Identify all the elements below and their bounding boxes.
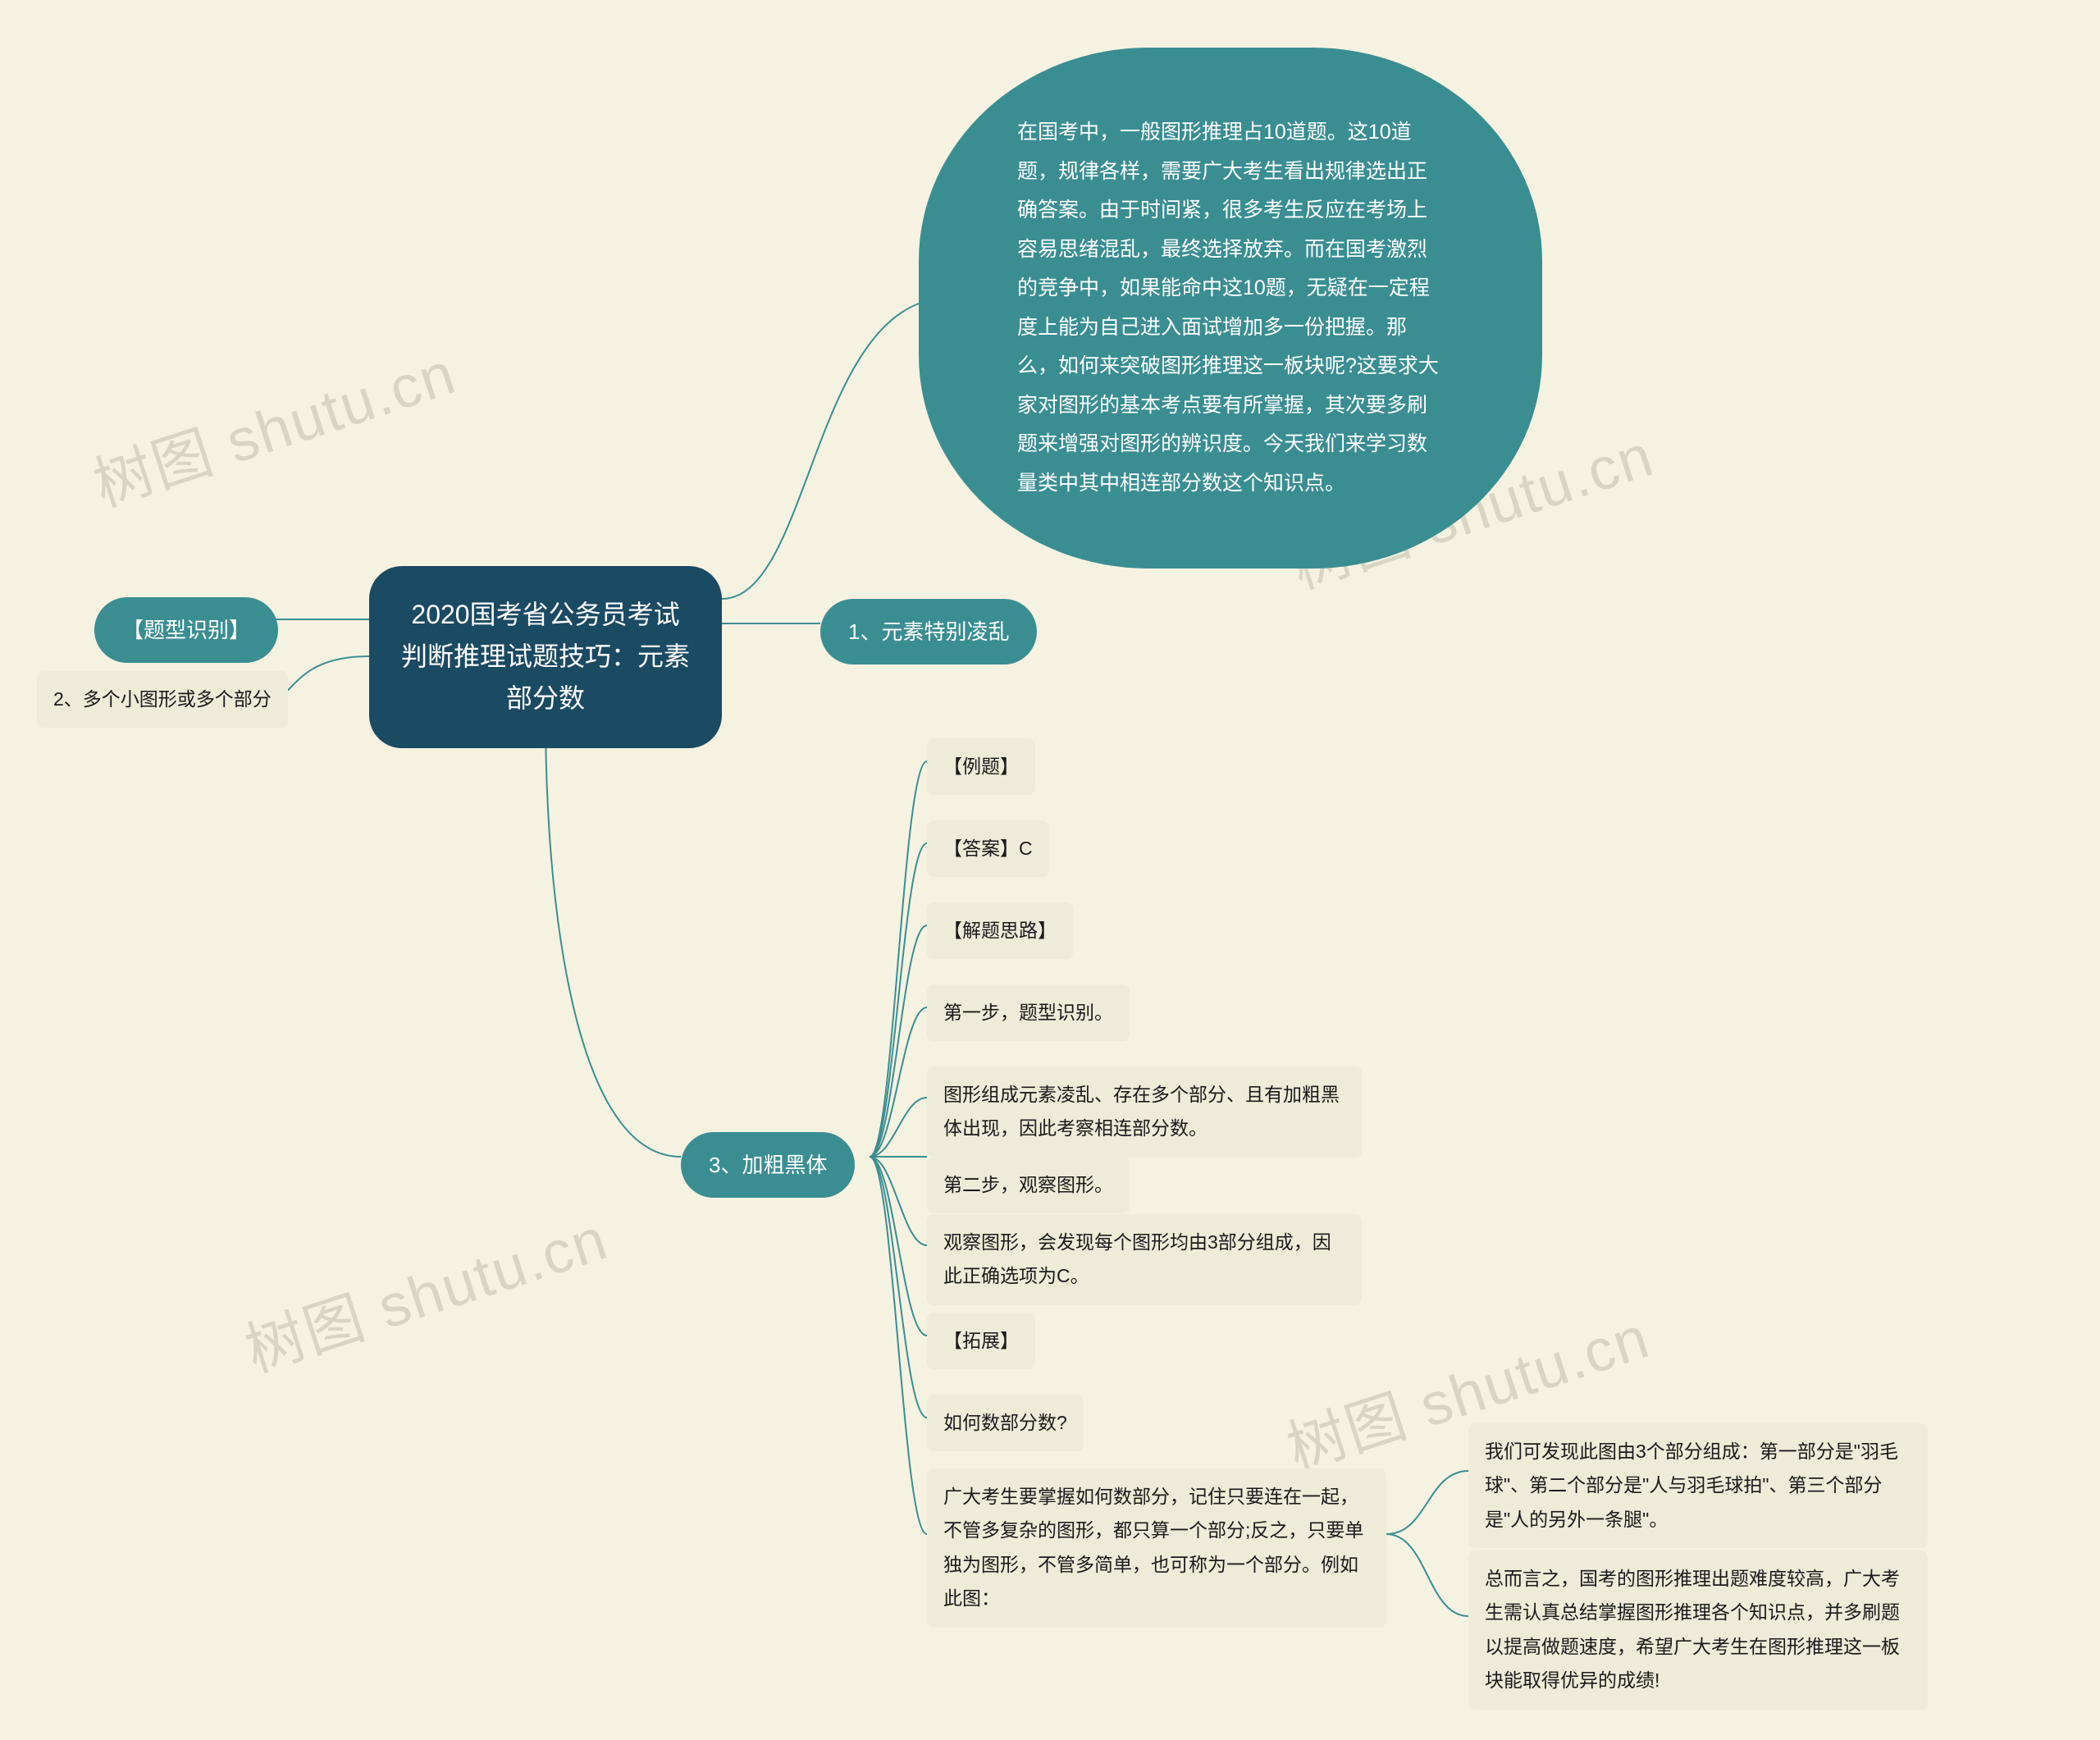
r3-child-expand[interactable]: 【拓展】 xyxy=(927,1313,1035,1369)
r3-child-rule[interactable]: 广大考生要掌握如何数部分，记住只要连在一起，不管多复杂的图形，都只算一个部分;反… xyxy=(927,1468,1386,1628)
r3-child-step1-detail[interactable]: 图形组成元素凌乱、存在多个部分、且有加粗黑体出现，因此考察相连部分数。 xyxy=(927,1066,1362,1158)
right-node-intro-bubble[interactable]: 在国考中，一般图形推理占10道题。这10道题，规律各样，需要广大考生看出规律选出… xyxy=(919,48,1542,569)
r3-child-answer[interactable]: 【答案】C xyxy=(927,820,1049,877)
c9-child-summary[interactable]: 总而言之，国考的图形推理出题难度较高，广大考生需认真总结掌握图形推理各个知识点，… xyxy=(1468,1550,1928,1710)
r3-child-step1[interactable]: 第一步，题型识别。 xyxy=(927,984,1130,1041)
r3-child-thinking[interactable]: 【解题思路】 xyxy=(927,902,1073,959)
c9-child-parts-desc[interactable]: 我们可发现此图由3个部分组成：第一部分是"羽毛球"、第二个部分是"人与羽毛球拍"… xyxy=(1468,1423,1928,1548)
right-node-element-messy[interactable]: 1、元素特别凌乱 xyxy=(820,599,1037,664)
left-node-topic-id[interactable]: 【题型识别】 xyxy=(94,597,278,663)
right-node-bold-black[interactable]: 3、加粗黑体 xyxy=(681,1132,855,1198)
root-node[interactable]: 2020国考省公务员考试判断推理试题技巧：元素部分数 xyxy=(369,566,722,748)
r3-child-example[interactable]: 【例题】 xyxy=(927,738,1035,795)
r3-child-step2[interactable]: 第二步，观察图形。 xyxy=(927,1157,1130,1213)
r3-child-step2-detail[interactable]: 观察图形，会发现每个图形均由3部分组成，因此正确选项为C。 xyxy=(927,1214,1362,1305)
left-node-multi-parts[interactable]: 2、多个小图形或多个部分 xyxy=(37,671,288,728)
watermark: 树图 shutu.cn xyxy=(233,1190,617,1388)
r3-child-howcount[interactable]: 如何数部分数? xyxy=(927,1395,1084,1451)
watermark: 树图 shutu.cn xyxy=(81,325,465,523)
